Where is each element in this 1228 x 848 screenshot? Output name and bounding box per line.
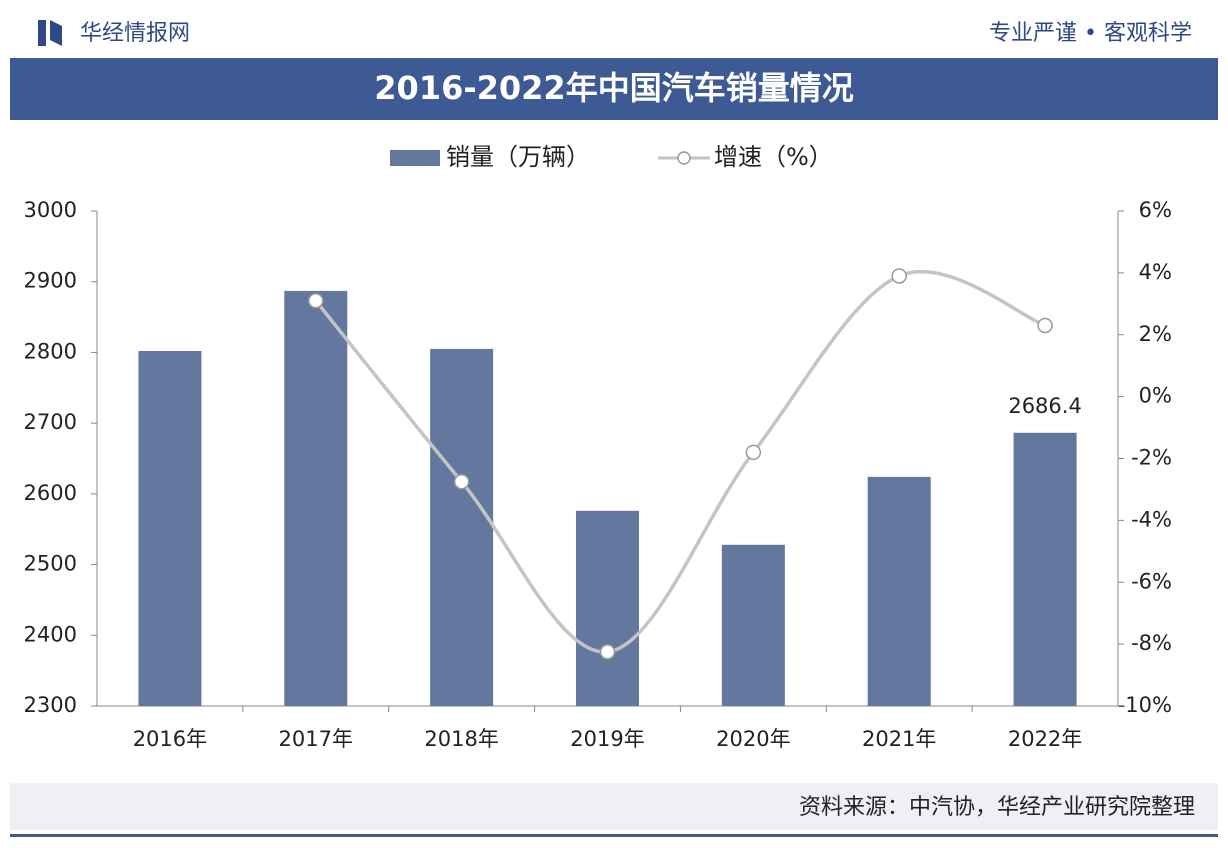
brand: 华经情报网 xyxy=(80,21,190,46)
line-marker xyxy=(1037,317,1053,334)
bar xyxy=(138,351,202,706)
legend-label: 增速（%） xyxy=(714,143,833,171)
legend-marker xyxy=(677,151,691,165)
y-tick-label: 2500 xyxy=(24,552,77,576)
y2-tick-label: -8% xyxy=(1131,631,1172,655)
y2-tick-label: 2% xyxy=(1139,322,1172,346)
legend-label: 销量（万辆） xyxy=(446,143,590,171)
y2-tick-label: 4% xyxy=(1139,260,1172,284)
y2-tick-label: -2% xyxy=(1131,446,1172,470)
x-tick-label: 2016年 xyxy=(133,727,207,751)
bar xyxy=(721,544,785,706)
line-marker xyxy=(599,644,616,660)
y-tick-label: 2700 xyxy=(24,410,77,434)
x-tick-label: 2020年 xyxy=(716,727,790,751)
y-tick-label: 2800 xyxy=(24,339,77,363)
footer-bar xyxy=(10,783,1218,830)
x-tick-label: 2021年 xyxy=(862,727,936,751)
source: 资料来源：中汽协，华经产业研究院整理 xyxy=(799,795,1195,820)
y-tick-label: 2600 xyxy=(24,481,77,505)
footer-line xyxy=(10,834,1218,837)
y-tick-label: 2300 xyxy=(24,693,77,717)
line-marker xyxy=(308,292,324,309)
x-tick-label: 2018年 xyxy=(424,727,498,751)
line-marker xyxy=(891,268,907,284)
x-tick-label: 2022年 xyxy=(1008,727,1082,751)
y2-tick-label: 0% xyxy=(1139,384,1172,408)
y2-tick-label: -6% xyxy=(1131,569,1172,593)
y2-tick-label: -10% xyxy=(1118,693,1172,717)
y2-tick-label: -4% xyxy=(1131,507,1172,531)
slogan: 专业严谨 • 客观科学 xyxy=(989,21,1192,46)
logo xyxy=(38,20,62,46)
data-label: 2686.4 xyxy=(1008,394,1081,418)
chart-title: 2016-2022年中国汽车销量情况 xyxy=(374,69,853,107)
y2-tick-label: 6% xyxy=(1139,198,1172,222)
line-marker xyxy=(453,473,470,490)
legend-swatch xyxy=(390,150,440,166)
x-tick-label: 2017年 xyxy=(279,727,353,751)
bar xyxy=(867,476,931,706)
x-tick-label: 2019年 xyxy=(570,727,644,751)
bar xyxy=(1013,432,1077,706)
bar xyxy=(576,510,639,706)
title-bar xyxy=(10,58,1218,120)
y-tick-label: 2900 xyxy=(24,269,77,293)
bar xyxy=(430,348,494,706)
y-tick-label: 2400 xyxy=(24,622,77,646)
line-marker xyxy=(745,444,762,461)
bar xyxy=(284,290,348,706)
y-tick-label: 3000 xyxy=(24,198,77,222)
